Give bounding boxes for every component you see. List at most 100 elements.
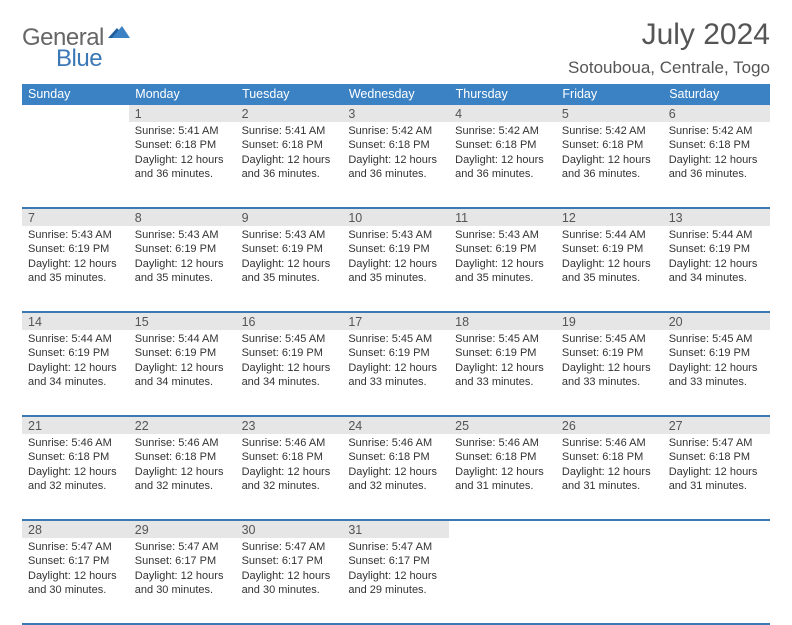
day-number: 2 — [236, 105, 343, 122]
sunrise-line: Sunrise: 5:47 AM — [28, 540, 123, 554]
day-details: Sunrise: 5:42 AMSunset: 6:18 PMDaylight:… — [342, 122, 449, 185]
sunrise-line: Sunrise: 5:44 AM — [135, 332, 230, 346]
day-cell: Sunrise: 5:47 AMSunset: 6:17 PMDaylight:… — [236, 538, 343, 624]
day-cell: Sunrise: 5:42 AMSunset: 6:18 PMDaylight:… — [663, 122, 770, 208]
day-cell: Sunrise: 5:45 AMSunset: 6:19 PMDaylight:… — [449, 330, 556, 416]
day-number: 22 — [129, 416, 236, 434]
daylight-line: Daylight: 12 hours and 35 minutes. — [135, 257, 230, 286]
week-row: Sunrise: 5:46 AMSunset: 6:18 PMDaylight:… — [22, 434, 770, 520]
sunrise-line: Sunrise: 5:46 AM — [348, 436, 443, 450]
day-number: 28 — [22, 520, 129, 538]
week-row: Sunrise: 5:47 AMSunset: 6:17 PMDaylight:… — [22, 538, 770, 624]
day-number: 30 — [236, 520, 343, 538]
weekday-header: Friday — [556, 84, 663, 105]
day-number: 11 — [449, 208, 556, 226]
weekday-header: Saturday — [663, 84, 770, 105]
sunset-line: Sunset: 6:19 PM — [669, 346, 764, 360]
daylight-line: Daylight: 12 hours and 33 minutes. — [669, 361, 764, 390]
week-row: Sunrise: 5:43 AMSunset: 6:19 PMDaylight:… — [22, 226, 770, 312]
sunset-line: Sunset: 6:18 PM — [562, 138, 657, 152]
sunset-line: Sunset: 6:19 PM — [348, 242, 443, 256]
sunrise-line: Sunrise: 5:46 AM — [28, 436, 123, 450]
day-details: Sunrise: 5:45 AMSunset: 6:19 PMDaylight:… — [449, 330, 556, 393]
day-cell: Sunrise: 5:46 AMSunset: 6:18 PMDaylight:… — [342, 434, 449, 520]
sunrise-line: Sunrise: 5:43 AM — [28, 228, 123, 242]
daylight-line: Daylight: 12 hours and 35 minutes. — [455, 257, 550, 286]
sunset-line: Sunset: 6:19 PM — [455, 242, 550, 256]
sunrise-line: Sunrise: 5:42 AM — [455, 124, 550, 138]
sunset-line: Sunset: 6:19 PM — [669, 242, 764, 256]
day-number: 18 — [449, 312, 556, 330]
daynum-row: 21222324252627 — [22, 416, 770, 434]
day-cell: Sunrise: 5:47 AMSunset: 6:17 PMDaylight:… — [22, 538, 129, 624]
weekday-header-row: Sunday Monday Tuesday Wednesday Thursday… — [22, 84, 770, 105]
day-cell: Sunrise: 5:45 AMSunset: 6:19 PMDaylight:… — [663, 330, 770, 416]
day-details: Sunrise: 5:44 AMSunset: 6:19 PMDaylight:… — [663, 226, 770, 289]
day-details: Sunrise: 5:42 AMSunset: 6:18 PMDaylight:… — [663, 122, 770, 185]
sunset-line: Sunset: 6:19 PM — [135, 346, 230, 360]
day-number: 12 — [556, 208, 663, 226]
day-details: Sunrise: 5:47 AMSunset: 6:17 PMDaylight:… — [236, 538, 343, 601]
day-cell: Sunrise: 5:45 AMSunset: 6:19 PMDaylight:… — [236, 330, 343, 416]
day-cell: Sunrise: 5:43 AMSunset: 6:19 PMDaylight:… — [129, 226, 236, 312]
sunset-line: Sunset: 6:19 PM — [135, 242, 230, 256]
day-cell: Sunrise: 5:46 AMSunset: 6:18 PMDaylight:… — [556, 434, 663, 520]
sunrise-line: Sunrise: 5:47 AM — [135, 540, 230, 554]
day-cell: Sunrise: 5:47 AMSunset: 6:17 PMDaylight:… — [342, 538, 449, 624]
day-details: Sunrise: 5:46 AMSunset: 6:18 PMDaylight:… — [236, 434, 343, 497]
daylight-line: Daylight: 12 hours and 29 minutes. — [348, 569, 443, 598]
sunrise-line: Sunrise: 5:43 AM — [135, 228, 230, 242]
sunrise-line: Sunrise: 5:47 AM — [669, 436, 764, 450]
daylight-line: Daylight: 12 hours and 36 minutes. — [348, 153, 443, 182]
weekday-header: Monday — [129, 84, 236, 105]
sunset-line: Sunset: 6:18 PM — [348, 138, 443, 152]
sunset-line: Sunset: 6:18 PM — [135, 450, 230, 464]
day-number: 1 — [129, 105, 236, 122]
day-number: 20 — [663, 312, 770, 330]
sunset-line: Sunset: 6:19 PM — [348, 346, 443, 360]
daylight-line: Daylight: 12 hours and 30 minutes. — [135, 569, 230, 598]
day-details: Sunrise: 5:42 AMSunset: 6:18 PMDaylight:… — [556, 122, 663, 185]
sunrise-line: Sunrise: 5:41 AM — [135, 124, 230, 138]
weekday-header: Wednesday — [342, 84, 449, 105]
sunrise-line: Sunrise: 5:42 AM — [562, 124, 657, 138]
sunrise-line: Sunrise: 5:45 AM — [242, 332, 337, 346]
sunset-line: Sunset: 6:17 PM — [135, 554, 230, 568]
day-number: 17 — [342, 312, 449, 330]
day-details: Sunrise: 5:44 AMSunset: 6:19 PMDaylight:… — [556, 226, 663, 289]
day-number: 29 — [129, 520, 236, 538]
sunset-line: Sunset: 6:18 PM — [242, 450, 337, 464]
sunset-line: Sunset: 6:17 PM — [28, 554, 123, 568]
day-number — [556, 520, 663, 538]
day-details: Sunrise: 5:41 AMSunset: 6:18 PMDaylight:… — [129, 122, 236, 185]
day-number — [663, 520, 770, 538]
logo-word-2: Blue — [56, 45, 102, 72]
daynum-row: 28293031 — [22, 520, 770, 538]
daylight-line: Daylight: 12 hours and 30 minutes. — [242, 569, 337, 598]
day-details: Sunrise: 5:46 AMSunset: 6:18 PMDaylight:… — [449, 434, 556, 497]
day-number: 4 — [449, 105, 556, 122]
sunset-line: Sunset: 6:19 PM — [28, 346, 123, 360]
day-number: 27 — [663, 416, 770, 434]
day-number: 26 — [556, 416, 663, 434]
sunrise-line: Sunrise: 5:45 AM — [348, 332, 443, 346]
sunrise-line: Sunrise: 5:43 AM — [455, 228, 550, 242]
day-cell: Sunrise: 5:47 AMSunset: 6:18 PMDaylight:… — [663, 434, 770, 520]
day-cell: Sunrise: 5:45 AMSunset: 6:19 PMDaylight:… — [342, 330, 449, 416]
sunset-line: Sunset: 6:19 PM — [28, 242, 123, 256]
daylight-line: Daylight: 12 hours and 34 minutes. — [135, 361, 230, 390]
sunrise-line: Sunrise: 5:45 AM — [669, 332, 764, 346]
daylight-line: Daylight: 12 hours and 30 minutes. — [28, 569, 123, 598]
sunrise-line: Sunrise: 5:44 AM — [28, 332, 123, 346]
day-details: Sunrise: 5:46 AMSunset: 6:18 PMDaylight:… — [342, 434, 449, 497]
day-details: Sunrise: 5:44 AMSunset: 6:19 PMDaylight:… — [129, 330, 236, 393]
daylight-line: Daylight: 12 hours and 33 minutes. — [348, 361, 443, 390]
daynum-row: 14151617181920 — [22, 312, 770, 330]
day-cell: Sunrise: 5:43 AMSunset: 6:19 PMDaylight:… — [342, 226, 449, 312]
day-cell: Sunrise: 5:41 AMSunset: 6:18 PMDaylight:… — [236, 122, 343, 208]
day-number: 21 — [22, 416, 129, 434]
day-details: Sunrise: 5:45 AMSunset: 6:19 PMDaylight:… — [342, 330, 449, 393]
sunrise-line: Sunrise: 5:43 AM — [348, 228, 443, 242]
day-cell: Sunrise: 5:44 AMSunset: 6:19 PMDaylight:… — [22, 330, 129, 416]
sunset-line: Sunset: 6:18 PM — [455, 138, 550, 152]
